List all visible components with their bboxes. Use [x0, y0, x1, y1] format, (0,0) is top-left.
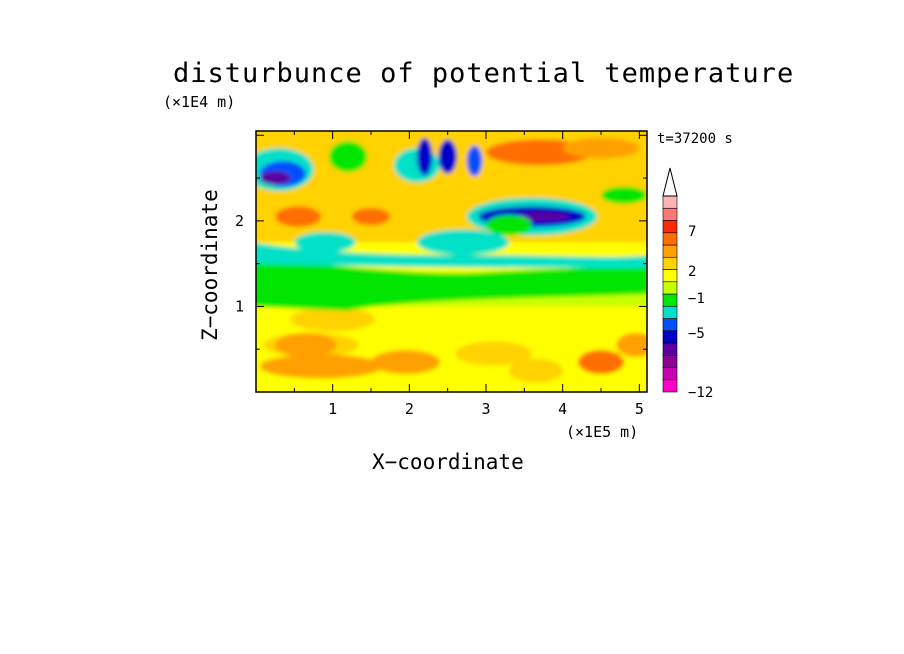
warm-band — [275, 332, 337, 357]
colorbar-label: 2 — [688, 264, 696, 280]
band-green — [256, 259, 647, 311]
colorbar-swatch — [662, 244, 678, 258]
colorbar-swatch — [662, 207, 678, 221]
band-cyan — [256, 242, 647, 268]
colorbar-label: −5 — [688, 326, 705, 342]
colorbar-swatch — [662, 354, 678, 368]
colorbar-swatch — [662, 379, 678, 393]
x-tick-label: 2 — [405, 400, 414, 418]
colorbar-label: 7 — [688, 224, 696, 240]
colorbar-swatch — [662, 220, 678, 234]
chart-title: disturbunce of potential temperature — [173, 58, 795, 89]
contour-blob — [259, 171, 291, 185]
colorbar-swatch — [662, 305, 678, 319]
warm-band — [290, 307, 375, 332]
plot-axes: 1 2 3 4 5 1 2 — [235, 130, 648, 418]
colorbar-swatch — [662, 269, 678, 283]
colorbar-swatch — [662, 195, 678, 209]
colorbar-swatch — [662, 232, 678, 246]
colorbar-extend-arrow — [662, 167, 678, 197]
contour-blob — [417, 137, 433, 176]
warm-band — [259, 354, 383, 379]
x-tick-label: 3 — [481, 400, 490, 418]
contour-blob — [275, 206, 322, 227]
warm-band — [578, 350, 624, 375]
contour-blob — [294, 231, 356, 253]
contour-field — [256, 131, 647, 392]
contour-blob — [394, 148, 440, 183]
contour-blob — [351, 208, 391, 226]
x-tick-label: 5 — [635, 400, 644, 418]
colorbar: −12−5−127 — [662, 167, 713, 401]
contour-blob — [486, 214, 532, 236]
colorbar-swatch — [662, 342, 678, 356]
x-unit-label: (×1E5 m) — [566, 423, 639, 441]
colorbar-swatch — [662, 367, 678, 381]
plot-frame — [255, 130, 648, 393]
y-unit-label: (×1E4 m) — [163, 93, 236, 111]
warm-band — [455, 341, 532, 366]
colorbar-label: −1 — [688, 291, 705, 307]
colorbar-swatch — [662, 256, 678, 270]
field-layers — [256, 131, 647, 392]
warm-band — [508, 358, 563, 383]
contour-blob — [466, 145, 483, 177]
contour-blob — [562, 137, 640, 159]
contour-blob — [438, 139, 457, 174]
colorbar-swatch — [662, 330, 678, 344]
contour-blob — [601, 186, 647, 204]
time-label: t=37200 s — [657, 131, 733, 147]
warm-band — [371, 350, 440, 375]
colorbar-swatch — [662, 318, 678, 332]
colorbar-swatch — [662, 293, 678, 307]
colorbar-label: −12 — [688, 385, 713, 401]
x-tick-label: 4 — [558, 400, 567, 418]
contour-blob — [516, 212, 571, 221]
y-tick-label: 1 — [235, 297, 244, 315]
warm-band — [616, 332, 647, 357]
contour-blob — [417, 229, 509, 256]
x-tick-label: 1 — [328, 400, 337, 418]
contour-blob — [328, 141, 368, 173]
y-tick-label: 2 — [235, 212, 244, 230]
colorbar-swatch — [662, 281, 678, 295]
x-axis-label: X−coordinate — [372, 450, 524, 474]
